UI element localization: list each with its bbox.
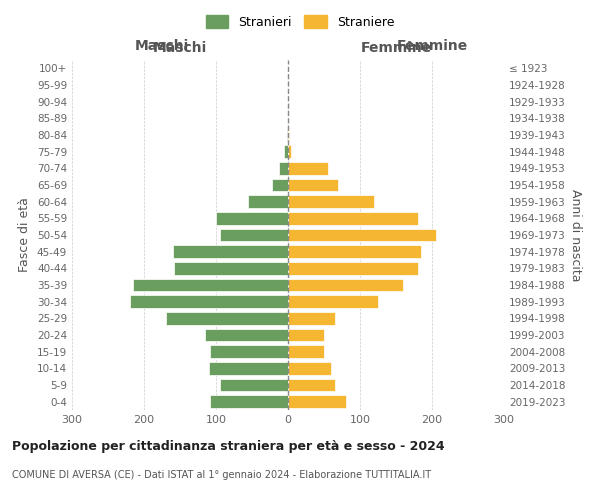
Bar xyxy=(272,179,288,192)
Bar xyxy=(288,312,335,324)
Bar xyxy=(173,246,288,258)
Text: COMUNE DI AVERSA (CE) - Dati ISTAT al 1° gennaio 2024 - Elaborazione TUTTITALIA.: COMUNE DI AVERSA (CE) - Dati ISTAT al 1°… xyxy=(12,470,431,480)
Bar xyxy=(174,262,288,274)
Bar xyxy=(288,246,421,258)
Bar xyxy=(133,279,288,291)
Bar xyxy=(288,162,328,174)
Text: Femmine: Femmine xyxy=(361,41,431,55)
Bar xyxy=(210,396,288,408)
Text: Popolazione per cittadinanza straniera per età e sesso - 2024: Popolazione per cittadinanza straniera p… xyxy=(12,440,445,453)
Bar xyxy=(280,162,288,174)
Bar xyxy=(288,129,289,141)
Bar xyxy=(288,396,346,408)
Bar xyxy=(210,346,288,358)
Bar xyxy=(288,346,324,358)
Bar xyxy=(248,196,288,208)
Bar xyxy=(220,379,288,391)
Legend: Stranieri, Straniere: Stranieri, Straniere xyxy=(202,11,398,32)
Bar xyxy=(288,262,418,274)
Text: Maschi: Maschi xyxy=(153,41,207,55)
Bar xyxy=(288,146,291,158)
Bar xyxy=(288,296,378,308)
Bar xyxy=(288,279,403,291)
Bar xyxy=(288,179,338,192)
Bar xyxy=(288,379,335,391)
Y-axis label: Fasce di età: Fasce di età xyxy=(19,198,31,272)
Bar xyxy=(205,329,288,341)
Bar xyxy=(288,212,418,224)
Bar xyxy=(220,229,288,241)
Text: Maschi: Maschi xyxy=(135,38,189,52)
Bar xyxy=(216,212,288,224)
Bar xyxy=(287,129,288,141)
Bar xyxy=(288,229,436,241)
Bar xyxy=(284,146,288,158)
Bar xyxy=(166,312,288,324)
Bar xyxy=(288,362,331,374)
Bar xyxy=(130,296,288,308)
Text: Femmine: Femmine xyxy=(397,38,467,52)
Bar xyxy=(288,196,374,208)
Bar xyxy=(288,329,324,341)
Bar xyxy=(209,362,288,374)
Y-axis label: Anni di nascita: Anni di nascita xyxy=(569,188,582,281)
